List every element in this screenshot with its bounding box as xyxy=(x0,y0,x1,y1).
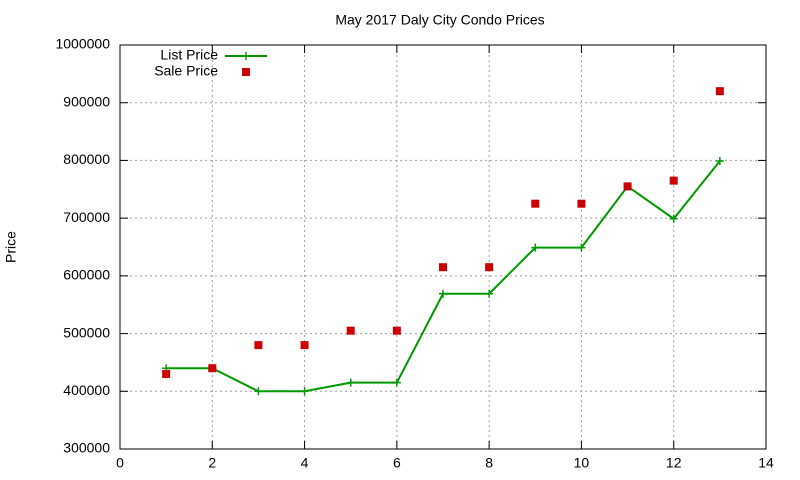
legend-label: List Price xyxy=(160,47,218,63)
data-point xyxy=(392,326,401,335)
data-point xyxy=(346,378,355,387)
x-tick-label: 4 xyxy=(301,455,309,471)
legend-label: Sale Price xyxy=(154,63,218,79)
data-point xyxy=(346,326,355,335)
y-tick-label: 800000 xyxy=(63,151,110,167)
x-tick-label: 12 xyxy=(666,455,682,471)
data-point xyxy=(531,243,540,252)
y-tick-label: 300000 xyxy=(63,440,110,456)
y-tick-label: 900000 xyxy=(63,93,110,109)
plot-frame xyxy=(119,44,767,450)
legend-marker xyxy=(242,68,250,76)
y-tick-label: 500000 xyxy=(63,324,110,340)
y-axis-label: Price xyxy=(3,231,19,263)
data-point xyxy=(439,289,447,298)
data-point xyxy=(485,289,494,298)
y-tick-label: 700000 xyxy=(63,209,110,225)
y-tick-label: 1000000 xyxy=(55,36,110,52)
data-point xyxy=(669,214,678,223)
data-point xyxy=(254,341,263,350)
data-point xyxy=(208,364,217,373)
data-point xyxy=(485,263,494,272)
data-point xyxy=(392,378,401,387)
data-point xyxy=(669,176,678,185)
y-tick-label: 600000 xyxy=(63,267,110,283)
x-tick-label: 2 xyxy=(208,455,216,471)
x-tick-label: 8 xyxy=(485,455,493,471)
x-tick-label: 6 xyxy=(393,455,401,471)
data-point xyxy=(300,387,309,396)
legend-marker xyxy=(242,52,250,60)
data-point xyxy=(577,243,586,252)
y-tick-label: 400000 xyxy=(63,382,110,398)
data-point xyxy=(254,387,263,396)
data-point xyxy=(623,182,632,191)
data-point xyxy=(300,341,309,350)
data-point xyxy=(577,199,586,208)
data-point xyxy=(162,369,171,378)
data-point xyxy=(715,157,724,166)
data-point xyxy=(715,87,724,96)
data-point xyxy=(531,199,540,208)
x-tick-label: 0 xyxy=(116,455,124,471)
x-tick-label: 10 xyxy=(574,455,590,471)
x-tick-label: 14 xyxy=(758,455,774,471)
chart-title: May 2017 Daly City Condo Prices xyxy=(335,12,544,28)
data-point xyxy=(439,263,447,272)
